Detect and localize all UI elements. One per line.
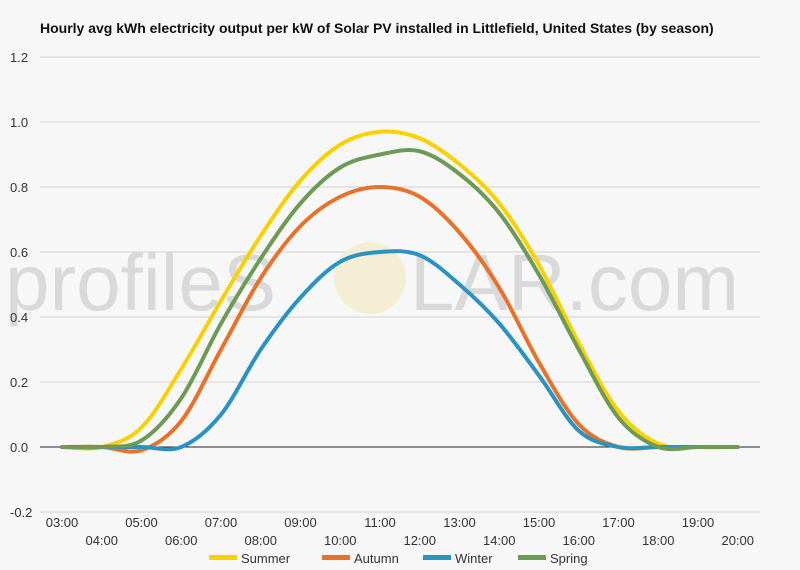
watermark: profileS LAR.com [5, 238, 739, 327]
x-tick-label: 16:00 [562, 533, 595, 548]
y-tick-label: 1.0 [10, 115, 28, 130]
watermark-text-right: LAR.com [410, 238, 739, 327]
x-tick-label: 18:00 [642, 533, 675, 548]
y-tick-label: 0.0 [10, 440, 28, 455]
y-axis: -0.2 0.0 0.2 0.4 0.6 0.8 1.0 1.2 [10, 50, 32, 520]
x-tick-label: 03:00 [46, 515, 79, 530]
x-tick-label: 20:00 [721, 533, 754, 548]
y-tick-label: -0.2 [10, 505, 32, 520]
series-lines [60, 129, 740, 454]
x-tick-label: 04:00 [85, 533, 118, 548]
chart-title: Hourly avg kWh electricity output per kW… [40, 20, 714, 36]
x-tick-label: 09:00 [284, 515, 317, 530]
x-axis: 03:00 04:00 05:00 06:00 07:00 08:00 09:00 10:00… [46, 515, 754, 548]
y-tick-label: 1.2 [10, 50, 28, 65]
legend-label-spring: Spring [550, 551, 588, 566]
series-line-spring [60, 148, 740, 452]
x-tick-label: 12:00 [403, 533, 436, 548]
y-tick-label: 0.8 [10, 180, 28, 195]
watermark-text-left: profileS [5, 238, 276, 327]
legend-swatch-spring [518, 555, 546, 560]
series-line-winter [60, 249, 740, 452]
x-tick-label: 11:00 [364, 515, 396, 530]
x-tick-label: 19:00 [682, 515, 715, 530]
legend: Summer Autumn Winter Spring [209, 551, 588, 566]
x-tick-label: 13:00 [443, 515, 476, 530]
x-tick-label: 07:00 [205, 515, 238, 530]
y-tick-label: 0.6 [10, 245, 28, 260]
legend-label-autumn: Autumn [354, 551, 399, 566]
legend-label-winter: Winter [455, 551, 493, 566]
legend-swatch-summer [209, 555, 237, 560]
x-tick-label: 14:00 [483, 533, 516, 548]
legend-swatch-autumn [322, 555, 350, 560]
x-tick-label: 05:00 [125, 515, 158, 530]
y-tick-label: 0.2 [10, 375, 28, 390]
x-tick-label: 17:00 [602, 515, 635, 530]
x-tick-label: 10:00 [324, 533, 357, 548]
x-tick-label: 08:00 [244, 533, 277, 548]
legend-label-summer: Summer [241, 551, 291, 566]
watermark-sun-icon [334, 242, 406, 314]
series-line-summer [60, 129, 740, 451]
x-tick-label: 15:00 [523, 515, 556, 530]
x-tick-label: 06:00 [165, 533, 198, 548]
y-tick-label: 0.4 [10, 310, 28, 325]
legend-swatch-winter [423, 555, 451, 560]
